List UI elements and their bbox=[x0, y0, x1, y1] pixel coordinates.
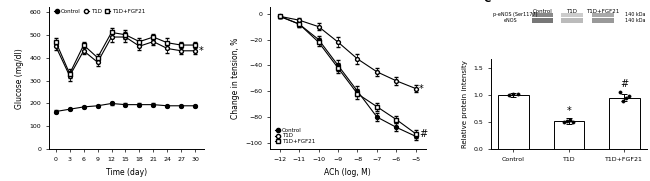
Point bbox=[513, 92, 523, 95]
Point bbox=[615, 91, 625, 94]
Bar bbox=[498, 95, 528, 149]
Legend: Control, T1D, T1D+FGF21: Control, T1D, T1D+FGF21 bbox=[51, 7, 147, 17]
Text: *: * bbox=[419, 84, 424, 94]
Bar bbox=[532, 13, 553, 17]
X-axis label: Time (day): Time (day) bbox=[106, 168, 147, 176]
Point bbox=[559, 121, 569, 124]
Point bbox=[623, 94, 634, 97]
Text: *: * bbox=[567, 106, 571, 115]
Legend: Control, T1D, T1D+FGF21: Control, T1D, T1D+FGF21 bbox=[272, 125, 318, 147]
Text: *: * bbox=[199, 46, 203, 56]
Text: 140 kDa: 140 kDa bbox=[625, 18, 645, 23]
Text: A: A bbox=[21, 0, 28, 2]
Text: p-eNOS (Ser1177): p-eNOS (Ser1177) bbox=[493, 12, 537, 17]
Bar bbox=[592, 13, 614, 17]
Point bbox=[621, 96, 631, 99]
Y-axis label: Relative protein intensity: Relative protein intensity bbox=[462, 60, 468, 148]
Text: #: # bbox=[419, 129, 427, 139]
Text: eNOS: eNOS bbox=[504, 18, 517, 23]
Bar bbox=[554, 121, 584, 149]
Point bbox=[568, 120, 578, 123]
Bar bbox=[532, 18, 553, 23]
Point bbox=[508, 93, 519, 96]
Text: Control: Control bbox=[532, 9, 552, 14]
Y-axis label: Change in tension, %: Change in tension, % bbox=[231, 38, 240, 119]
Bar bbox=[561, 18, 583, 23]
Point bbox=[504, 94, 514, 97]
Point bbox=[562, 120, 573, 123]
Text: #: # bbox=[620, 79, 629, 89]
Bar bbox=[592, 18, 614, 23]
Text: C: C bbox=[483, 0, 491, 3]
Text: T1D: T1D bbox=[567, 9, 577, 14]
Point bbox=[618, 100, 628, 103]
Y-axis label: Glucose (mg/dl): Glucose (mg/dl) bbox=[15, 48, 24, 109]
X-axis label: ACh (log, M): ACh (log, M) bbox=[324, 168, 371, 176]
Bar bbox=[561, 13, 583, 17]
Bar bbox=[609, 98, 640, 149]
Text: B: B bbox=[242, 0, 249, 2]
Text: 140 kDa: 140 kDa bbox=[625, 12, 645, 17]
Point bbox=[565, 118, 575, 121]
Text: T1D+FGF21: T1D+FGF21 bbox=[586, 9, 619, 14]
